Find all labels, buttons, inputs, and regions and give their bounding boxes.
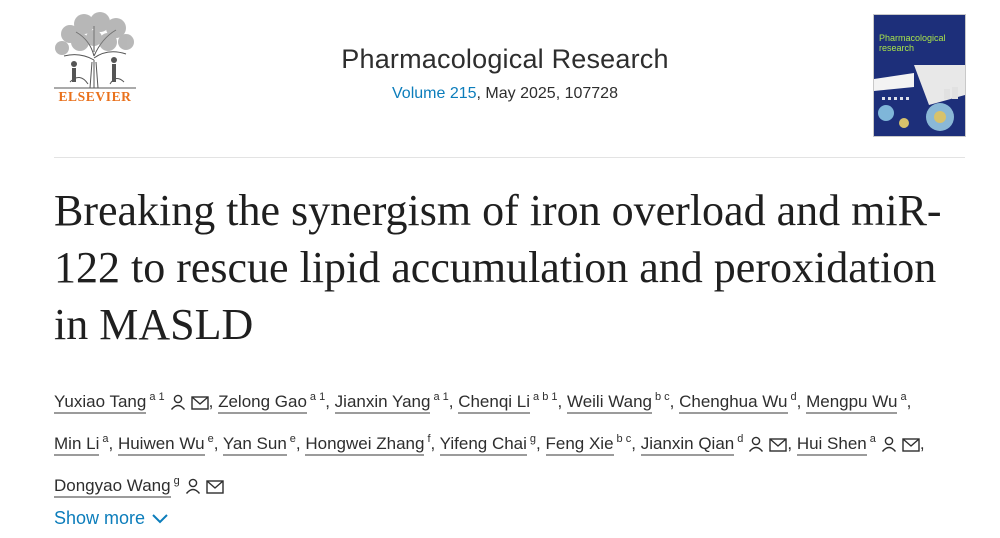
tree-logo-icon [54, 12, 136, 89]
cover-artwork-icon [874, 65, 965, 136]
author-item: Yifeng Chai g [439, 433, 537, 456]
author-affiliation[interactable]: a [102, 433, 109, 445]
author-name-link[interactable]: Jianxin Qian [640, 434, 735, 456]
article-title: Breaking the synergism of iron overload … [54, 186, 942, 349]
author-item: Huiwen Wu e [117, 433, 214, 456]
author-item: Yuxiao Tang a 1 [54, 391, 209, 414]
chevron-down-icon [152, 514, 168, 524]
author-affiliation[interactable]: a [869, 433, 876, 445]
author-affiliation[interactable]: a 1 [149, 391, 165, 403]
publisher-name: ELSEVIER [58, 89, 132, 104]
author-name-link[interactable]: Zelong Gao [218, 392, 307, 414]
author-name-link[interactable]: Mengpu Wu [806, 392, 898, 414]
author-name-link[interactable]: Weili Wang [566, 392, 652, 414]
issue-line: Volume 215, May 2025, 107728 [190, 85, 820, 103]
cover-title-line2: research [879, 43, 915, 53]
author-item: Chenqi Li a b 1 [458, 391, 558, 414]
author-name-link[interactable]: Yan Sun [222, 434, 287, 456]
author-affiliation[interactable]: a 1 [433, 391, 449, 403]
volume-link[interactable]: Volume 215 [392, 85, 477, 102]
author-name-link[interactable]: Jianxin Yang [334, 392, 431, 414]
author-name-link[interactable]: Chenghua Wu [679, 392, 788, 414]
author-affiliation[interactable]: a [900, 391, 907, 403]
email-icon[interactable] [205, 472, 224, 506]
author-name-link[interactable]: Feng Xie [545, 434, 614, 456]
person-icon[interactable] [185, 472, 201, 506]
header-divider [54, 157, 965, 158]
journal-cover-thumbnail[interactable]: Pharmacological research [873, 14, 966, 137]
author-affiliation[interactable]: a b 1 [533, 391, 558, 403]
author-affiliation[interactable]: e [207, 433, 214, 445]
author-item: Hui Shen a [796, 433, 920, 456]
author-item: Jianxin Qian d [640, 433, 788, 456]
author-item: Hongwei Zhang f [305, 433, 431, 456]
author-name-link[interactable]: Yifeng Chai [439, 434, 527, 456]
author-name-link[interactable]: Min Li [54, 434, 100, 456]
author-item: Min Li a [54, 433, 109, 456]
journal-info: Pharmacological Research Volume 215, May… [190, 44, 820, 103]
author-item: Zelong Gao a 1 [218, 391, 326, 414]
author-affiliation[interactable]: b c [654, 391, 670, 403]
show-more-button[interactable]: Show more [54, 508, 169, 529]
show-more-label: Show more [54, 508, 146, 528]
cover-title: Pharmacological research [879, 33, 946, 53]
journal-title[interactable]: Pharmacological Research [341, 44, 669, 74]
author-item: Weili Wang b c [566, 391, 670, 414]
author-affiliation[interactable]: g [529, 433, 537, 445]
author-name-link[interactable]: Dongyao Wang [54, 476, 171, 498]
author-affiliation[interactable]: f [427, 433, 431, 445]
cover-title-line1: Pharmacological [879, 33, 946, 43]
email-icon[interactable] [190, 388, 209, 422]
email-icon[interactable] [902, 430, 920, 464]
author-name-link[interactable]: Hongwei Zhang [305, 434, 425, 456]
author-affiliation[interactable]: d [737, 433, 744, 445]
author-affiliation[interactable]: e [289, 433, 296, 445]
person-icon[interactable] [881, 430, 897, 464]
author-item: Jianxin Yang a 1 [334, 391, 449, 414]
person-icon[interactable] [170, 388, 186, 422]
person-icon[interactable] [748, 430, 764, 464]
author-item: Dongyao Wang g [54, 475, 224, 498]
author-affiliation[interactable]: g [173, 475, 180, 487]
elsevier-logo[interactable] [50, 12, 140, 108]
author-name-link[interactable]: Huiwen Wu [117, 434, 205, 456]
author-affiliation[interactable]: a 1 [309, 391, 326, 403]
author-affiliation[interactable]: d [790, 391, 797, 403]
author-item: Mengpu Wu a [806, 391, 907, 414]
email-icon[interactable] [769, 430, 788, 464]
issue-details: , May 2025, 107728 [476, 85, 618, 102]
author-name-link[interactable]: Yuxiao Tang [54, 392, 147, 414]
author-list: Yuxiao Tang a 1, Zelong Gao a 1, Jianxin Y… [54, 380, 969, 506]
author-item: Yan Sun e [222, 433, 296, 456]
author-name-link[interactable]: Chenqi Li [458, 392, 531, 414]
author-name-link[interactable]: Hui Shen [796, 434, 867, 456]
author-affiliation[interactable]: b c [616, 433, 632, 445]
author-item: Chenghua Wu d [679, 391, 797, 414]
author-item: Feng Xie b c [545, 433, 632, 456]
